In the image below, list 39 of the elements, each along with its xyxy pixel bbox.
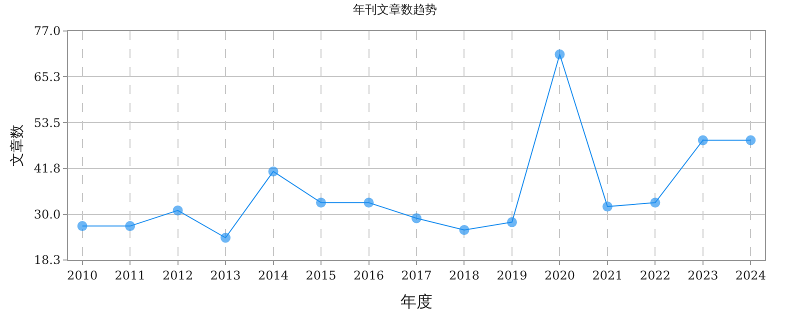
point [316,198,326,208]
x-tick-label: 2022 [640,268,670,282]
x-tick-label: 2024 [735,268,766,282]
x-tick-label: 2014 [258,268,289,282]
y-tick-label: 53.5 [34,116,61,130]
point [125,221,136,232]
x-tick-label: 2017 [401,268,432,282]
x-tick-label: 2023 [688,268,718,282]
x-tick-label: 2019 [496,268,528,282]
point [650,198,660,208]
point [459,224,470,235]
point [364,198,374,208]
y-axis-title: 文章数 [9,124,26,166]
point [412,213,422,224]
x-tick-label: 2013 [210,268,241,282]
x-tick-label: 2020 [544,268,575,282]
point [220,232,231,243]
point [554,49,565,60]
y-tick-label: 18.3 [34,253,61,268]
point [172,205,183,216]
x-tick-label: 2011 [114,268,146,282]
point [698,135,708,146]
point [77,221,88,232]
point [506,217,517,228]
point [746,135,756,146]
x-tick-label: 2012 [162,268,194,282]
y-tick-label: 30.0 [34,208,61,222]
x-tick-label: 2021 [592,268,623,282]
y-tick-label: 77.0 [34,24,61,38]
point [602,202,612,212]
x-tick-label: 2016 [353,268,384,282]
x-axis-title: 年度 [400,292,432,312]
x-tick-label: 2018 [448,268,480,282]
point [268,166,278,176]
y-tick-label: 41.8 [34,162,61,176]
x-tick-label: 2015 [306,268,336,282]
x-tick-label: 2010 [67,268,98,282]
chart-title: 年刊文章数趋势 [353,2,437,16]
y-tick-label: 65.3 [34,70,61,84]
